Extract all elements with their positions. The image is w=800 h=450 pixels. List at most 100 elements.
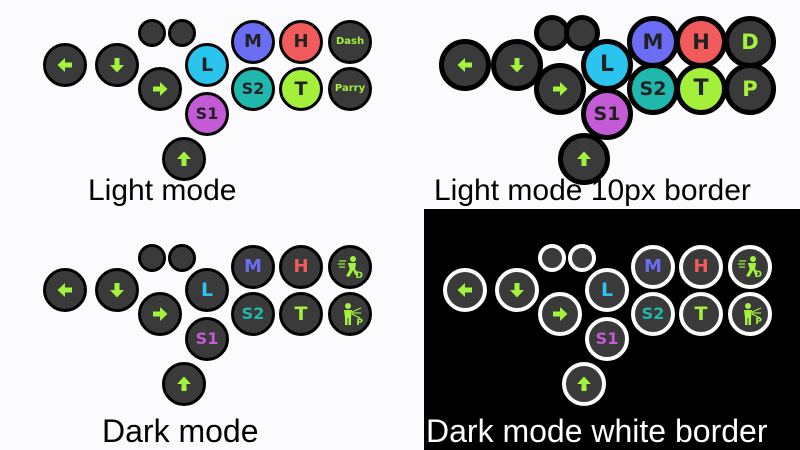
caption-dark-mode-white-border: Dark mode white border (426, 415, 767, 447)
l-button[interactable]: L (185, 268, 229, 312)
h-label: H (693, 258, 708, 276)
h-button[interactable]: H (675, 16, 727, 68)
l-label: L (201, 56, 213, 75)
arrow-up-icon (574, 374, 594, 394)
s2-label: S2 (242, 81, 265, 97)
h-button[interactable]: H (679, 245, 723, 289)
t-label: T (295, 305, 308, 324)
s1-button[interactable]: S1 (185, 92, 229, 136)
dash-button[interactable]: Dash (328, 20, 372, 64)
parry-letter: P (755, 318, 762, 327)
arrow-right-icon (550, 304, 570, 324)
t-button[interactable]: T (279, 292, 323, 336)
l-button[interactable]: L (185, 43, 229, 87)
h-label: H (692, 32, 710, 53)
dash-label: D (741, 32, 758, 53)
h-button[interactable]: H (279, 20, 323, 64)
arrow-right-icon (150, 79, 170, 99)
arrow-up-button[interactable] (562, 362, 606, 406)
arrow-down-button[interactable] (495, 268, 539, 312)
dash-button[interactable]: D (724, 16, 776, 68)
dash-button[interactable]: D (328, 245, 372, 289)
arrow-down-icon (107, 55, 127, 75)
s2-button[interactable]: S2 (627, 63, 679, 115)
dash-letter: D (755, 271, 762, 280)
m-button[interactable]: M (231, 20, 275, 64)
layout-light-mode-10px-border: Light mode 10px border L M H S2 T S1 D P (400, 0, 800, 225)
arrow-left-button[interactable] (43, 43, 87, 87)
arrow-down-button[interactable] (95, 268, 139, 312)
arrow-right-icon (150, 304, 170, 324)
layout-dark-mode-white-border: Dark mode white border L M H S2 T S1 D P (400, 225, 800, 450)
l-button[interactable]: L (581, 39, 633, 91)
s2-button[interactable]: S2 (231, 292, 275, 336)
arrow-left-button[interactable] (439, 39, 491, 91)
m-button[interactable]: M (627, 16, 679, 68)
dash-button[interactable]: D (728, 245, 772, 289)
arrow-right-button[interactable] (138, 292, 182, 336)
l-button[interactable]: L (585, 268, 629, 312)
parry-label: Parry (335, 84, 365, 94)
t-button[interactable]: T (679, 292, 723, 336)
blank-button[interactable] (138, 244, 166, 272)
blank-button[interactable] (568, 244, 596, 272)
blank-button[interactable] (538, 244, 566, 272)
t-label: T (693, 78, 708, 100)
t-button[interactable]: T (675, 63, 727, 115)
s2-button[interactable]: S2 (631, 292, 675, 336)
l-label: L (201, 281, 213, 300)
s1-label: S1 (594, 105, 621, 124)
arrow-up-button[interactable] (558, 133, 610, 185)
m-button[interactable]: M (231, 245, 275, 289)
arrow-left-button[interactable] (43, 268, 87, 312)
blank-button[interactable] (168, 244, 196, 272)
dash-label: Dash (336, 37, 364, 47)
h-label: H (293, 33, 308, 51)
t-label: T (695, 305, 708, 324)
m-label: M (643, 32, 664, 53)
arrow-left-icon (455, 280, 475, 300)
s1-button[interactable]: S1 (585, 317, 629, 361)
arrow-up-button[interactable] (162, 362, 206, 406)
dash-letter: D (356, 272, 363, 281)
parry-label: P (742, 79, 757, 100)
blank-button[interactable] (168, 19, 196, 47)
caption-dark-mode: Dark mode (102, 415, 259, 447)
arrow-left-button[interactable] (443, 268, 487, 312)
arrow-down-button[interactable] (95, 43, 139, 87)
arrow-right-button[interactable] (138, 67, 182, 111)
arrow-right-icon (550, 79, 570, 99)
t-button[interactable]: T (279, 67, 323, 111)
s1-label: S1 (596, 331, 619, 347)
layout-light-mode: Light mode L M H S2 T S1 Dash Parry (0, 0, 400, 225)
caption-light-mode: Light mode (88, 176, 236, 206)
h-button[interactable]: H (279, 245, 323, 289)
arrow-right-button[interactable] (534, 63, 586, 115)
l-label: L (600, 54, 614, 76)
arrow-down-icon (107, 280, 127, 300)
arrow-down-icon (507, 55, 527, 75)
parry-button[interactable]: P (328, 292, 372, 336)
s1-button[interactable]: S1 (185, 317, 229, 361)
s1-label: S1 (196, 331, 219, 347)
s2-label: S2 (642, 306, 665, 322)
parry-button[interactable]: Parry (328, 67, 372, 111)
s2-label: S2 (640, 80, 667, 99)
parry-button[interactable]: P (724, 63, 776, 115)
s1-button[interactable]: S1 (581, 88, 633, 140)
arrow-up-button[interactable] (162, 137, 206, 181)
arrow-left-icon (55, 55, 75, 75)
arrow-left-icon (455, 55, 475, 75)
arrow-left-icon (55, 280, 75, 300)
parry-button[interactable]: P (728, 292, 772, 336)
arrow-right-button[interactable] (538, 292, 582, 336)
s2-button[interactable]: S2 (231, 67, 275, 111)
blank-button[interactable] (138, 19, 166, 47)
arrow-up-icon (574, 149, 594, 169)
t-label: T (295, 80, 308, 99)
arrow-down-icon (507, 280, 527, 300)
m-button[interactable]: M (631, 245, 675, 289)
m-label: M (244, 258, 262, 276)
s2-label: S2 (242, 306, 265, 322)
s1-label: S1 (196, 106, 219, 122)
